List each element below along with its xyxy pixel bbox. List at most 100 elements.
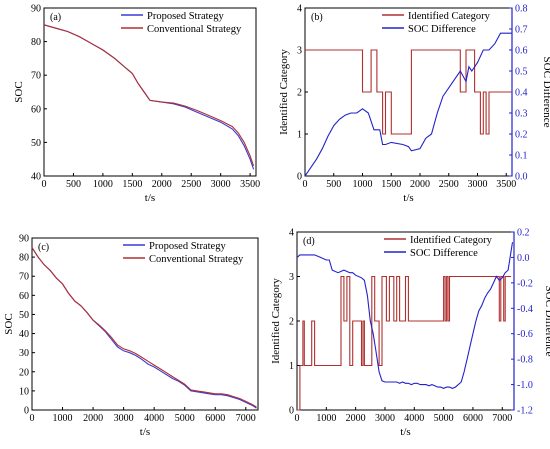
x-tick-label: 1000 xyxy=(53,413,73,424)
y-axis-label: SOC xyxy=(3,313,15,334)
y-tick-label: 80 xyxy=(31,37,41,48)
y-tick-label: 4 xyxy=(289,228,294,239)
y-tick-label: 70 xyxy=(19,272,29,283)
y-tick-label: 60 xyxy=(19,291,29,302)
chart-panel-c: 0 1000 2000 3000 4000 5000 6000 7000 0 10 20 30 40 50… xyxy=(3,234,259,438)
x-tick-label: 3000 xyxy=(375,413,395,424)
y-tick-label: 50 xyxy=(31,138,41,149)
y2-tick-label: 0.5 xyxy=(515,67,528,78)
series-line-soc-difference xyxy=(296,242,514,390)
y-tick-label: 80 xyxy=(19,253,29,264)
y2-axis-label: SOC Difference xyxy=(543,286,550,357)
y-tick-label: 0 xyxy=(289,406,294,417)
x-axis-label: t/s xyxy=(145,192,155,204)
x-axis-label: t/s xyxy=(400,426,410,438)
panel-label: (b) xyxy=(311,12,323,23)
y-tick-label: 2 xyxy=(289,317,294,328)
y-tick-label: 1 xyxy=(289,361,294,372)
panel-label: (a) xyxy=(50,12,61,23)
y2-tick-label: 0.1 xyxy=(515,151,528,162)
chart-panel-d: 0 1000 2000 3000 4000 5000 6000 7000 0 1 2 3 4 -1.2 -1… xyxy=(270,228,550,439)
series-line-soc-difference xyxy=(304,32,512,177)
y-tick-label: 4 xyxy=(297,4,302,15)
y2-tick-label: -0.2 xyxy=(517,278,533,289)
plot-frame xyxy=(43,7,257,177)
y-tick-label: 3 xyxy=(289,272,294,283)
y2-tick-label: 0.7 xyxy=(515,25,528,36)
x-tick-label: 6000 xyxy=(463,413,483,424)
x-tick-label: 7000 xyxy=(492,413,512,424)
legend-label: Conventional Strategy xyxy=(149,254,244,265)
y2-tick-label: 0.0 xyxy=(515,172,528,183)
y2-tick-label: 0.2 xyxy=(517,228,530,239)
x-tick-label: 0 xyxy=(295,413,300,424)
y2-tick-label: 0.8 xyxy=(515,4,528,15)
series-line-proposed-strategy xyxy=(43,24,255,170)
legend-label: SOC Difference xyxy=(410,248,478,259)
x-tick-label: 1500 xyxy=(381,179,401,190)
y-tick-label: 40 xyxy=(19,329,29,340)
y-axis-label: Identified Category xyxy=(278,49,290,135)
y-tick-label: 60 xyxy=(31,104,41,115)
legend-label: Conventional Strategy xyxy=(147,24,242,35)
x-tick-label: 1500 xyxy=(122,179,142,190)
legend-label: SOC Difference xyxy=(408,24,476,35)
y2-tick-label: -1.0 xyxy=(517,380,533,391)
x-tick-label: 0 xyxy=(42,179,47,190)
x-tick-label: 6000 xyxy=(205,413,225,424)
legend-label: Proposed Strategy xyxy=(149,241,226,252)
y2-tick-label: 0.6 xyxy=(515,46,528,57)
y-axis-label: Identified Category xyxy=(270,278,282,364)
x-tick-label: 1000 xyxy=(316,413,336,424)
legend-label: Identified Category xyxy=(408,11,491,22)
y2-tick-label: -0.6 xyxy=(517,329,533,340)
y-tick-label: 10 xyxy=(19,386,29,397)
plot-frame xyxy=(31,237,259,411)
y-tick-label: 90 xyxy=(31,4,41,15)
y2-tick-label: -0.4 xyxy=(517,304,533,315)
x-tick-label: 2000 xyxy=(83,413,103,424)
x-tick-label: 3000 xyxy=(468,179,488,190)
series-line-conventional-strategy xyxy=(43,24,255,167)
y-tick-label: 20 xyxy=(19,367,29,378)
x-tick-label: 7000 xyxy=(236,413,256,424)
x-tick-label: 2500 xyxy=(439,179,459,190)
y-axis-label: SOC xyxy=(13,81,25,102)
chart-panel-b: 0 500 1000 1500 2000 2500 3000 3500 0 1 2 3 4 0.0 0.1 0… xyxy=(278,4,550,205)
y-tick-label: 0 xyxy=(297,172,302,183)
y-tick-label: 30 xyxy=(19,348,29,359)
y2-tick-label: 0.4 xyxy=(515,88,528,99)
x-tick-label: 1000 xyxy=(353,179,373,190)
chart-panel-a: 0 500 1000 1500 2000 2500 3000 3500 40 50 60 70 80 90… xyxy=(13,4,260,205)
y-tick-label: 90 xyxy=(19,234,29,245)
y2-tick-label: 0.2 xyxy=(515,130,528,141)
legend-label: Proposed Strategy xyxy=(147,11,224,22)
legend-label: Identified Category xyxy=(410,235,493,246)
y-tick-label: 1 xyxy=(297,130,302,141)
x-tick-label: 0 xyxy=(303,179,308,190)
y2-tick-label: 0.3 xyxy=(515,109,528,120)
x-tick-label: 4000 xyxy=(144,413,164,424)
x-tick-label: 2500 xyxy=(181,179,201,190)
y2-tick-label: -0.8 xyxy=(517,355,533,366)
x-axis-label: t/s xyxy=(403,192,413,204)
y-tick-label: 2 xyxy=(297,88,302,99)
x-axis-label: t/s xyxy=(140,426,150,438)
series-line-identified-category xyxy=(305,49,512,135)
x-tick-label: 0 xyxy=(30,413,35,424)
y2-tick-label: 0.0 xyxy=(517,253,530,264)
y-tick-label: 70 xyxy=(31,71,41,82)
x-tick-label: 3500 xyxy=(496,179,516,190)
x-tick-label: 3500 xyxy=(240,179,260,190)
x-tick-label: 3000 xyxy=(114,413,134,424)
x-tick-label: 4000 xyxy=(404,413,424,424)
y-tick-label: 40 xyxy=(31,172,41,183)
y-tick-label: 3 xyxy=(297,46,302,57)
x-tick-label: 5000 xyxy=(175,413,195,424)
x-tick-label: 2000 xyxy=(346,413,366,424)
x-tick-label: 3000 xyxy=(211,179,231,190)
y-tick-label: 50 xyxy=(19,310,29,321)
y2-axis-label: SOC Difference xyxy=(541,57,550,128)
x-tick-label: 5000 xyxy=(434,413,454,424)
